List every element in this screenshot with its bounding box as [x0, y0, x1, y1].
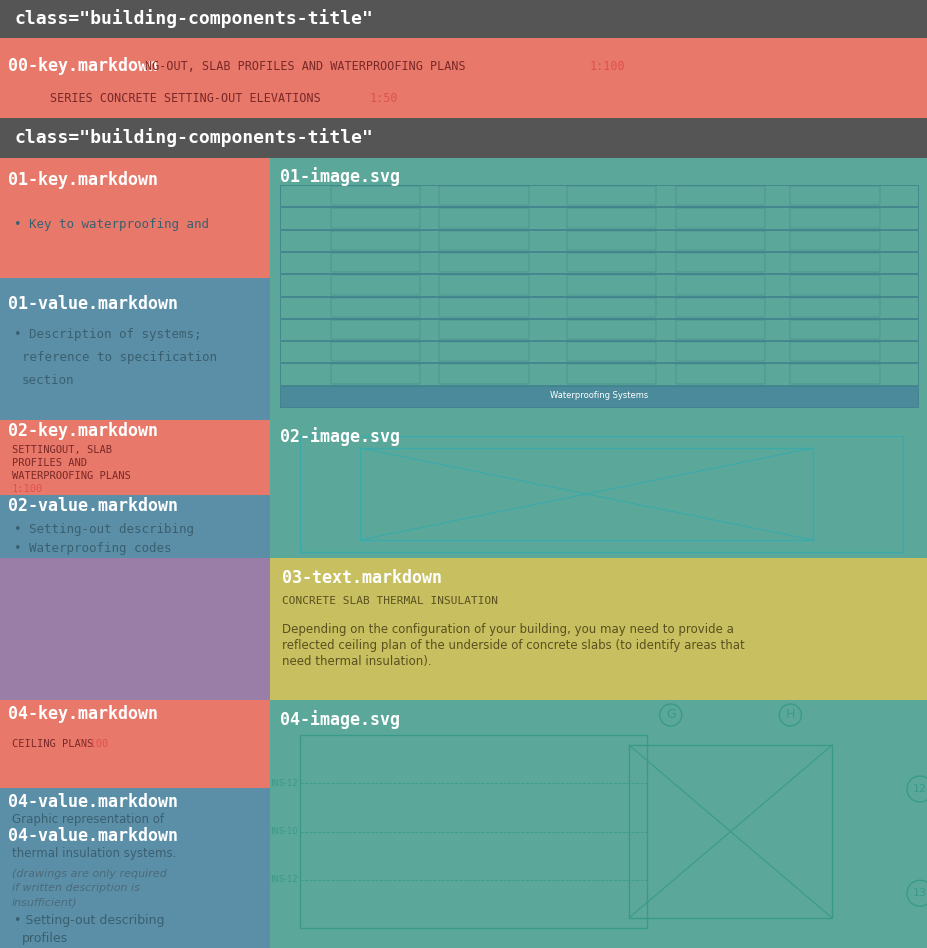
- Text: need thermal insulation).: need thermal insulation).: [282, 654, 431, 667]
- FancyBboxPatch shape: [0, 38, 927, 118]
- Text: • Setting-out describing: • Setting-out describing: [14, 914, 164, 927]
- Text: CONCRETE SLAB THERMAL INSULATION: CONCRETE SLAB THERMAL INSULATION: [282, 595, 498, 606]
- Text: 1:50: 1:50: [370, 92, 398, 104]
- FancyBboxPatch shape: [0, 278, 270, 420]
- Text: 12: 12: [912, 784, 926, 794]
- Text: 04-key.markdown: 04-key.markdown: [8, 705, 158, 723]
- FancyBboxPatch shape: [280, 386, 917, 407]
- Text: INS-12: INS-12: [270, 875, 298, 884]
- Text: 04-value.markdown: 04-value.markdown: [8, 793, 178, 811]
- FancyBboxPatch shape: [270, 700, 927, 948]
- Text: 01-key.markdown: 01-key.markdown: [8, 171, 158, 189]
- Text: • Setting-out describing: • Setting-out describing: [14, 523, 194, 537]
- FancyBboxPatch shape: [0, 420, 270, 495]
- Text: 01-value.markdown: 01-value.markdown: [8, 295, 178, 313]
- Text: if written description is: if written description is: [12, 884, 140, 893]
- FancyBboxPatch shape: [270, 558, 927, 700]
- Text: 03-text.markdown: 03-text.markdown: [282, 569, 441, 587]
- Text: 1:100: 1:100: [78, 739, 109, 749]
- Text: 04-value.markdown: 04-value.markdown: [8, 827, 178, 845]
- FancyBboxPatch shape: [0, 700, 270, 788]
- Text: 02-value.markdown: 02-value.markdown: [8, 498, 178, 516]
- Text: INS-12: INS-12: [270, 778, 298, 788]
- Text: NG-OUT, SLAB PROFILES AND WATERPROOFING PLANS: NG-OUT, SLAB PROFILES AND WATERPROOFING …: [145, 60, 472, 72]
- Text: profiles: profiles: [22, 932, 68, 945]
- Text: 02-key.markdown: 02-key.markdown: [8, 422, 158, 440]
- Text: thermal insulation systems.: thermal insulation systems.: [12, 848, 176, 860]
- Text: 1:100: 1:100: [590, 60, 625, 72]
- Text: section: section: [22, 374, 74, 387]
- Text: 13: 13: [912, 888, 926, 899]
- Text: 01-image.svg: 01-image.svg: [280, 167, 400, 186]
- Text: 02-image.svg: 02-image.svg: [280, 427, 400, 447]
- FancyBboxPatch shape: [270, 420, 927, 558]
- Text: WATERPROOFING PLANS: WATERPROOFING PLANS: [12, 471, 131, 481]
- FancyBboxPatch shape: [0, 558, 270, 700]
- FancyBboxPatch shape: [270, 158, 927, 420]
- Text: reflected ceiling plan of the underside of concrete slabs (to identify areas tha: reflected ceiling plan of the underside …: [282, 639, 744, 651]
- Text: reference to specification: reference to specification: [22, 351, 217, 364]
- Text: INS-10: INS-10: [270, 827, 298, 836]
- Text: 04-image.svg: 04-image.svg: [280, 710, 400, 729]
- Text: (drawings are only required: (drawings are only required: [12, 869, 167, 880]
- FancyBboxPatch shape: [0, 118, 927, 158]
- FancyBboxPatch shape: [0, 495, 270, 558]
- Text: CEILING PLANS: CEILING PLANS: [12, 739, 99, 749]
- Text: • Waterproofing codes: • Waterproofing codes: [14, 542, 171, 555]
- Text: class="building-components-title": class="building-components-title": [15, 9, 374, 28]
- FancyBboxPatch shape: [0, 158, 270, 278]
- FancyBboxPatch shape: [0, 0, 927, 38]
- Text: SETTINGOUT, SLAB: SETTINGOUT, SLAB: [12, 445, 112, 455]
- Text: insufficient): insufficient): [12, 898, 78, 907]
- Text: H: H: [785, 708, 794, 721]
- Text: Graphic representation of: Graphic representation of: [12, 813, 164, 827]
- Text: G: G: [666, 708, 675, 721]
- Text: class="building-components-title": class="building-components-title": [15, 129, 374, 148]
- Text: • Key to waterproofing and: • Key to waterproofing and: [14, 217, 209, 230]
- Text: 1:100: 1:100: [12, 484, 44, 494]
- Text: Depending on the configuration of your building, you may need to provide a: Depending on the configuration of your b…: [282, 623, 733, 635]
- Text: 00-key.markdown: 00-key.markdown: [8, 57, 158, 75]
- Text: • Description of systems;: • Description of systems;: [14, 328, 201, 341]
- Text: PROFILES AND: PROFILES AND: [12, 458, 87, 468]
- Text: Waterproofing Systems: Waterproofing Systems: [550, 392, 647, 400]
- FancyBboxPatch shape: [0, 788, 270, 948]
- Text: SERIES CONCRETE SETTING-OUT ELEVATIONS: SERIES CONCRETE SETTING-OUT ELEVATIONS: [50, 92, 327, 104]
